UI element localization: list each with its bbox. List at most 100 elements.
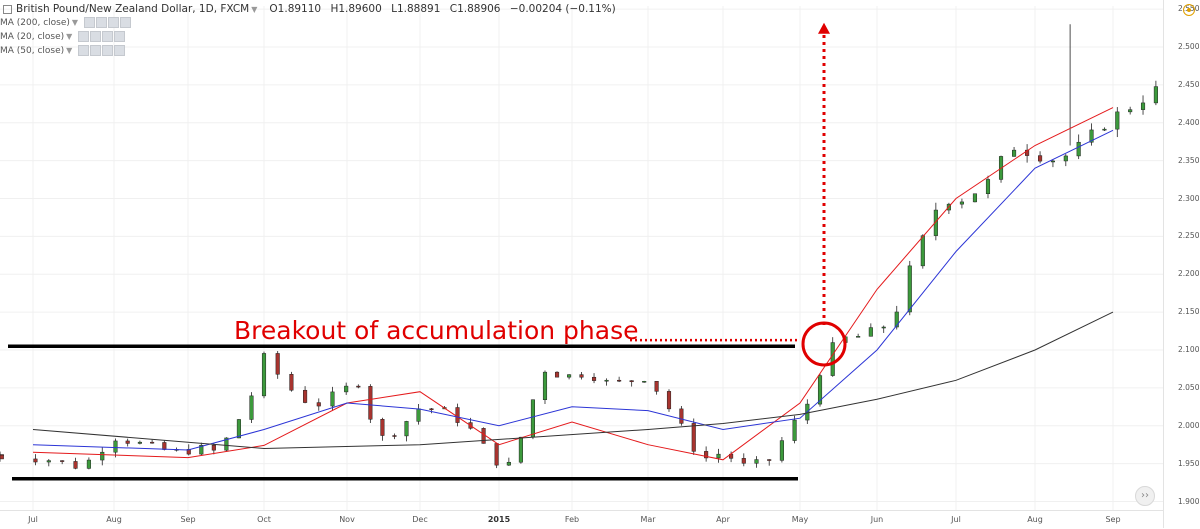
more-icon[interactable]	[102, 45, 114, 56]
eye-icon[interactable]	[78, 31, 90, 42]
gear-icon[interactable]	[90, 31, 102, 42]
low-value: L1.88891	[391, 3, 441, 15]
close-icon[interactable]	[120, 17, 132, 28]
candle-up	[46, 460, 51, 463]
chevron-down-icon[interactable]: ▼	[251, 4, 258, 14]
candle-up	[972, 193, 978, 203]
candle-down	[0, 454, 4, 460]
candle-up	[506, 461, 511, 466]
legend-ma-200[interactable]: MA (200, close) ▼	[0, 17, 132, 28]
y-tick-label: 1.90000	[1178, 496, 1200, 506]
close-value: C1.88906	[449, 3, 501, 15]
x-tick-label: Mar	[640, 515, 656, 524]
ma-line	[32, 311, 1114, 450]
candle-up	[779, 440, 784, 461]
candle-up	[907, 265, 912, 313]
ma-200-controls[interactable]	[84, 17, 132, 28]
candle-up	[416, 408, 421, 422]
y-tick-label: 2.15000	[1178, 307, 1200, 317]
candle-up	[330, 391, 335, 407]
candle-down	[368, 386, 373, 420]
candle-up	[1140, 102, 1146, 110]
candle-down	[33, 458, 38, 463]
candle-up	[894, 311, 899, 328]
candle-up	[542, 371, 548, 400]
y-tick-label: 2.05000	[1178, 382, 1200, 392]
collapse-icon[interactable]	[3, 4, 12, 14]
candle-down	[125, 440, 130, 444]
y-tick-label: 2.00000	[1178, 420, 1200, 430]
x-tick-label: Sep	[180, 515, 196, 524]
x-tick-label: Jun	[870, 515, 884, 524]
breakout-circle	[801, 321, 847, 367]
more-icon[interactable]	[102, 31, 114, 42]
candle-up	[404, 421, 409, 437]
x-tick-label: Oct	[257, 515, 271, 524]
y-tick-label: 2.30000	[1178, 193, 1200, 203]
chevron-down-icon[interactable]: ▼	[66, 46, 73, 55]
y-tick-label: 2.20000	[1178, 269, 1200, 279]
candle-up	[249, 395, 254, 420]
candle-up	[113, 440, 118, 453]
legend-ma-50[interactable]: MA (50, close) ▼	[0, 45, 126, 56]
y-tick-label: 2.40000	[1178, 117, 1200, 127]
candle-down	[654, 381, 659, 392]
candle-down	[316, 402, 321, 407]
candle-down	[704, 451, 709, 459]
x-tick-label: Feb	[564, 515, 580, 524]
y-tick-label: 2.25000	[1178, 231, 1200, 241]
ma-20-label: MA (20, close)	[0, 31, 65, 42]
y-tick-label: 2.10000	[1178, 345, 1200, 354]
ohlc-values: O1.89110 H1.89600 L1.88891 C1.88906 −0.0…	[269, 3, 621, 15]
ma-line	[32, 107, 1114, 461]
candle-up	[518, 436, 523, 463]
ma-50-controls[interactable]	[78, 45, 126, 56]
ma-20-controls[interactable]	[78, 31, 126, 42]
eye-icon[interactable]	[84, 17, 96, 28]
more-icon[interactable]	[108, 17, 120, 28]
candle-up	[1115, 111, 1120, 130]
candle-up	[1128, 109, 1133, 113]
settings-icon[interactable]	[1183, 4, 1195, 16]
y-tick-label: 2.50000	[1178, 42, 1200, 51]
candle-up	[86, 459, 91, 469]
candle-up	[959, 201, 964, 205]
scroll-to-realtime-button[interactable]: ››	[1135, 486, 1155, 506]
candle-down	[356, 385, 361, 388]
candle-down	[289, 374, 294, 391]
gear-icon[interactable]	[90, 45, 102, 56]
x-tick-label: Jul	[951, 515, 961, 524]
candle-down	[1038, 155, 1043, 162]
candle-up	[881, 326, 886, 329]
chevron-down-icon[interactable]: ▼	[71, 18, 79, 27]
candle-down	[591, 376, 597, 381]
legend-ma-20[interactable]: MA (20, close) ▼	[0, 31, 126, 42]
eye-icon[interactable]	[78, 45, 90, 56]
candle-down	[617, 379, 622, 382]
candle-down	[150, 441, 155, 444]
close-icon[interactable]	[114, 31, 126, 42]
candle-up	[530, 399, 535, 438]
candle-down	[629, 380, 634, 383]
candle-up	[817, 375, 823, 405]
candle-down	[275, 353, 280, 375]
close-icon[interactable]	[114, 45, 126, 56]
time-axis[interactable]	[0, 510, 1163, 529]
ma-50-label: MA (50, close)	[0, 45, 65, 56]
symbol-label[interactable]: British Pound/New Zealand Dollar, 1D, FX…	[16, 3, 250, 15]
gear-icon[interactable]	[96, 17, 108, 28]
chevron-down-icon[interactable]: ▼	[66, 32, 73, 41]
candle-up	[1063, 155, 1068, 162]
x-tick-label: Apr	[716, 515, 730, 524]
candle-down	[380, 418, 385, 436]
candle-down	[691, 423, 696, 452]
candle-down	[1025, 149, 1030, 156]
price-axis[interactable]	[1163, 0, 1200, 528]
x-tick-label: Dec	[412, 515, 428, 524]
candle-down	[162, 442, 167, 450]
candle-down	[741, 458, 746, 464]
candle-up	[1076, 141, 1081, 157]
ma-200-label: MA (200, close)	[0, 17, 70, 28]
